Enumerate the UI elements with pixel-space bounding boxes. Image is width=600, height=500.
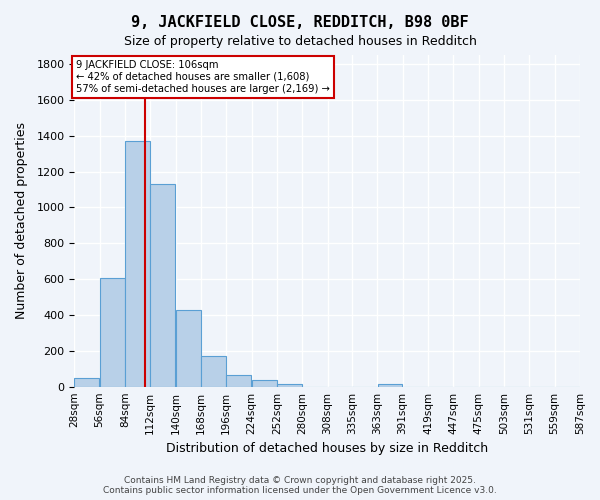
Y-axis label: Number of detached properties: Number of detached properties: [15, 122, 28, 320]
Bar: [151, 184, 175, 386]
Bar: [252, 380, 277, 386]
Bar: [201, 356, 226, 386]
Bar: [125, 141, 150, 386]
Bar: [176, 310, 200, 386]
Text: Size of property relative to detached houses in Redditch: Size of property relative to detached ho…: [124, 35, 476, 48]
Text: Contains HM Land Registry data © Crown copyright and database right 2025.
Contai: Contains HM Land Registry data © Crown c…: [103, 476, 497, 495]
Bar: [377, 384, 403, 386]
Text: 9, JACKFIELD CLOSE, REDDITCH, B98 0BF: 9, JACKFIELD CLOSE, REDDITCH, B98 0BF: [131, 15, 469, 30]
Text: 9 JACKFIELD CLOSE: 106sqm
← 42% of detached houses are smaller (1,608)
57% of se: 9 JACKFIELD CLOSE: 106sqm ← 42% of detac…: [76, 60, 330, 94]
X-axis label: Distribution of detached houses by size in Redditch: Distribution of detached houses by size …: [166, 442, 488, 455]
Bar: [74, 378, 99, 386]
Bar: [100, 278, 125, 386]
Bar: [226, 375, 251, 386]
Bar: [277, 384, 302, 386]
